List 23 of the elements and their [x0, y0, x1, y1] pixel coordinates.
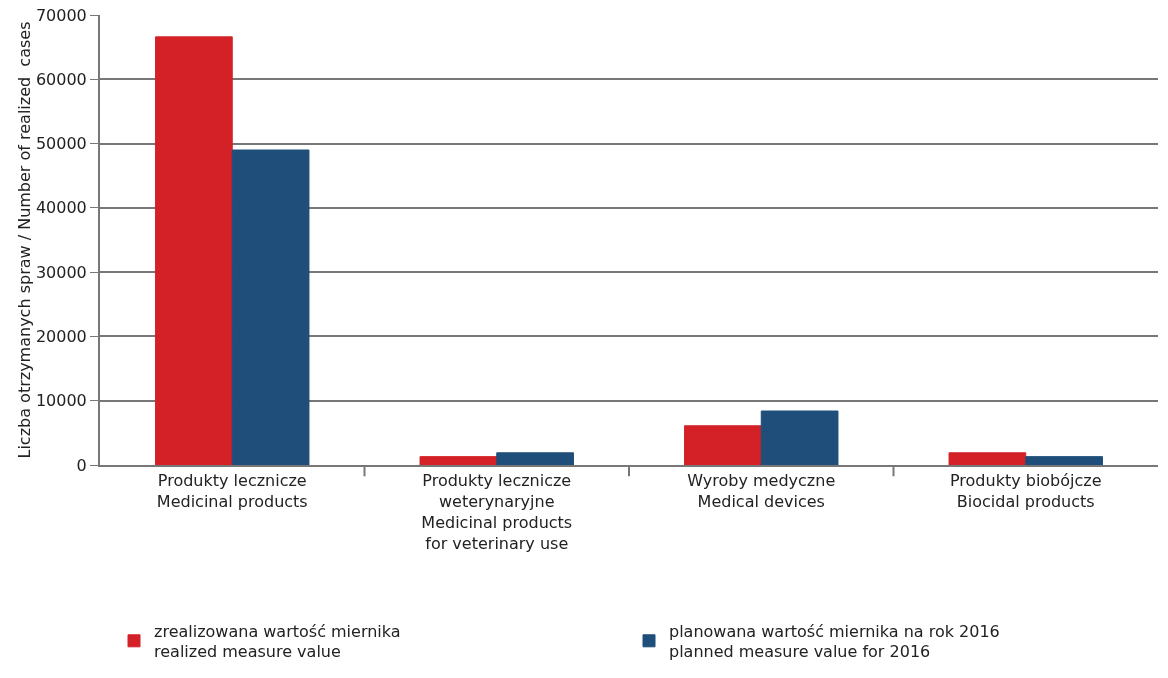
- bar: [684, 425, 762, 465]
- x-tick-label: Produkty lecznicze Medicinal products: [156, 471, 308, 511]
- bar: [760, 410, 839, 465]
- y-tick-label: 20000: [35, 327, 87, 347]
- y-tick-label: 60000: [35, 69, 87, 89]
- x-tick-label: Produkty biobójcze Biocidal products: [949, 471, 1102, 511]
- bar: [419, 456, 498, 465]
- x-tick-label: Produkty lecznicze weterynaryjne Medicinal products for veterinary use: [421, 471, 573, 553]
- legend-label: planowana wartość miernika na rok 2016 planned measure value for 2016: [669, 621, 1000, 662]
- bar: [496, 452, 574, 465]
- y-tick-label: 70000: [35, 5, 87, 25]
- bar: [231, 149, 310, 465]
- x-tick-label: Wyroby medyczne Medical devices: [687, 471, 836, 511]
- y-tick-label: 0: [76, 455, 87, 475]
- y-tick-label: 30000: [35, 262, 87, 282]
- y-tick-label: 40000: [35, 198, 87, 218]
- y-tick-label: 10000: [35, 391, 87, 411]
- legend-label: zrealizowana wartość miernika realized measure value: [154, 621, 401, 662]
- bar: [948, 452, 1027, 465]
- y-axis-title: Liczba otrzymanych spraw / Number of realized cases: [14, 21, 34, 459]
- bar: [1025, 456, 1103, 465]
- bar: [155, 36, 233, 465]
- y-tick-label: 50000: [35, 134, 87, 154]
